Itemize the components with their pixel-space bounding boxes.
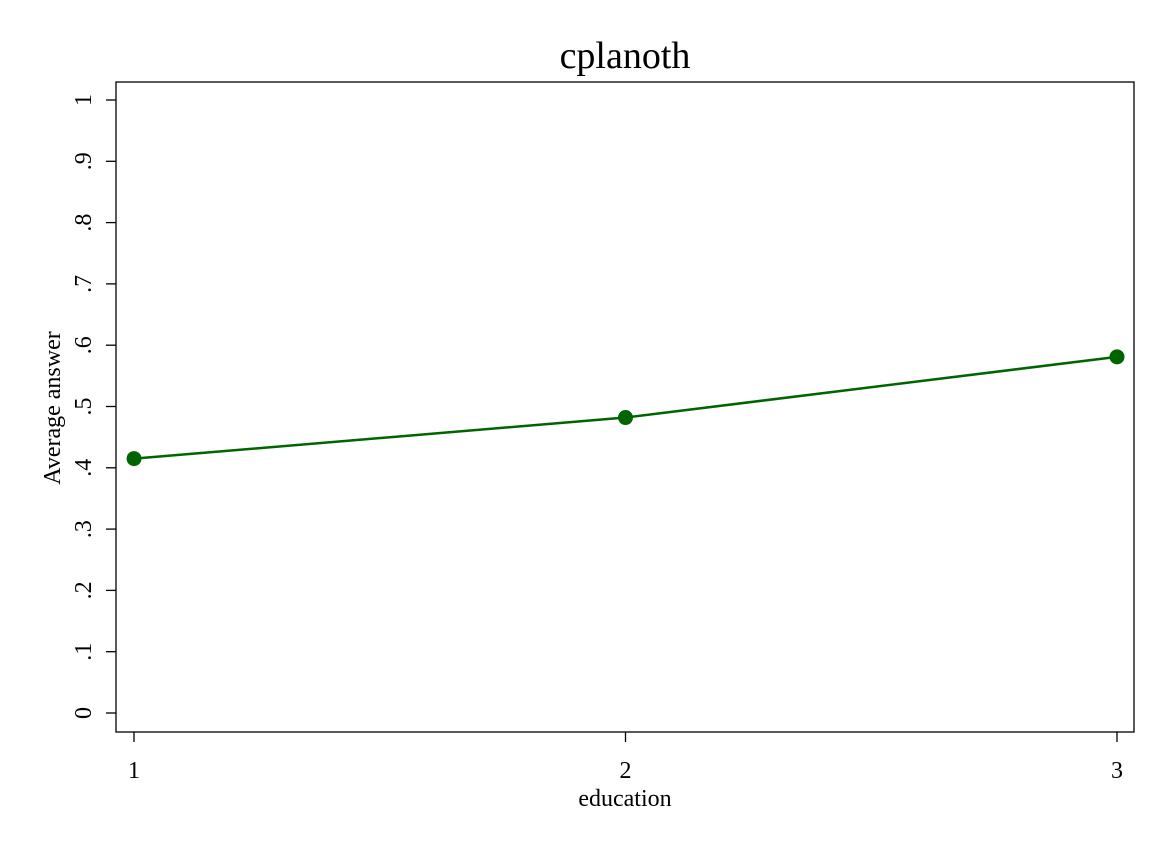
y-tick-label: 1 (71, 94, 97, 106)
y-tick-label: .2 (71, 581, 97, 599)
chart-title: cplanoth (560, 35, 691, 77)
x-tick-label: 1 (128, 758, 140, 784)
y-tick-label: .9 (71, 152, 97, 170)
y-tick-label: .4 (71, 459, 97, 477)
y-tick-label: .1 (71, 643, 97, 661)
y-tick-label: .6 (71, 336, 97, 354)
x-axis-label: education (578, 786, 671, 812)
series-layer (126, 349, 1125, 467)
x-tick-label: 3 (1111, 758, 1123, 784)
x-axis: 1 2 3 (128, 732, 1123, 784)
y-tick-label: 0 (71, 707, 97, 719)
y-tick-label: .8 (71, 214, 97, 232)
data-point (618, 410, 633, 426)
y-axis: 0 .1 .2 .3 .4 .5 .6 .7 .8 .9 1 (71, 94, 116, 719)
y-axis-label: Average answer (40, 331, 66, 484)
y-tick-label: .3 (71, 520, 97, 538)
data-point (126, 451, 142, 467)
x-tick-label: 2 (620, 758, 632, 784)
y-tick-label: .5 (71, 398, 97, 416)
data-point (1109, 349, 1125, 365)
y-tick-label: .7 (71, 275, 97, 293)
